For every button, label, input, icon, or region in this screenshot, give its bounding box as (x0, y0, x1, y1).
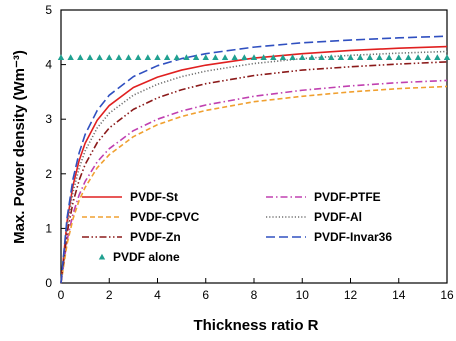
point-pvdf-alone (328, 54, 335, 61)
point-pvdf-alone (57, 54, 65, 61)
x-tick-label: 12 (344, 288, 358, 302)
point-pvdf-alone (299, 54, 306, 61)
x-tick-label: 10 (296, 288, 310, 302)
point-pvdf-alone (241, 54, 248, 61)
point-pvdf-alone (366, 54, 373, 61)
point-pvdf-alone (106, 54, 113, 61)
x-tick-label: 16 (440, 288, 454, 302)
point-pvdf-alone (250, 54, 258, 61)
point-pvdf-alone (376, 54, 383, 61)
x-tick-label: 4 (154, 288, 161, 302)
point-pvdf-alone (395, 54, 402, 61)
legend-label-pvdf-zn: PVDF-Zn (130, 230, 181, 244)
point-pvdf-alone (318, 54, 325, 61)
point-pvdf-alone (443, 54, 451, 61)
point-pvdf-alone (154, 54, 161, 61)
legend-label-pvdf-st: PVDF-St (130, 190, 178, 204)
point-pvdf-alone (77, 54, 84, 61)
point-pvdf-alone (424, 54, 431, 61)
x-tick-label: 2 (106, 288, 113, 302)
point-pvdf-alone (231, 54, 238, 61)
point-pvdf-alone (308, 54, 316, 61)
y-tick-label: 3 (45, 112, 52, 126)
point-pvdf-alone (192, 54, 200, 61)
point-pvdf-alone (260, 54, 267, 61)
y-axis-label: Max. Power density (Wm⁻³) (11, 50, 28, 244)
point-pvdf-alone (144, 54, 152, 61)
legend-item-pvdf-alone: PVDF alone (98, 250, 180, 264)
legend: PVDF-St PVDF-PTFE PVDF-CPVC PVDF-Al PVDF-Zn P… (82, 190, 392, 264)
point-pvdf-alone (86, 54, 94, 61)
legend-item-pvdf-ptfe: PVDF-PTFE (266, 190, 381, 204)
point-pvdf-alone (385, 54, 393, 61)
point-pvdf-alone (221, 54, 229, 61)
legend-item-pvdf-invar36: PVDF-Invar36 (266, 230, 392, 244)
point-pvdf-alone (183, 54, 190, 61)
x-tick-label: 0 (58, 288, 65, 302)
point-pvdf-alone (135, 54, 142, 61)
point-pvdf-alone (163, 54, 171, 61)
point-pvdf-alone (434, 54, 441, 61)
legend-label-pvdf-invar36: PVDF-Invar36 (314, 230, 392, 244)
point-pvdf-alone (173, 54, 180, 61)
x-tick-label: 6 (202, 288, 209, 302)
series-line-pvdf-cpvc (60, 85, 448, 284)
point-pvdf-alone (347, 54, 354, 61)
point-pvdf-alone (279, 54, 287, 61)
point-pvdf-alone (337, 54, 345, 61)
x-tick-label: 14 (392, 288, 406, 302)
series-line-pvdf-st (60, 45, 448, 284)
y-tick-label: 5 (45, 3, 52, 17)
legend-label-pvdf-cpvc: PVDF-CPVC (130, 210, 200, 224)
series-line-pvdf-al (60, 50, 448, 284)
point-pvdf-alone (125, 54, 132, 61)
point-pvdf-alone (405, 54, 412, 61)
point-pvdf-alone (115, 54, 123, 61)
legend-item-pvdf-zn: PVDF-Zn (82, 230, 181, 244)
point-pvdf-alone (96, 54, 103, 61)
y-tick-label: 0 (45, 276, 52, 290)
legend-item-pvdf-cpvc: PVDF-CPVC (82, 210, 200, 224)
point-pvdf-alone (289, 54, 296, 61)
legend-marker-pvdf-alone (98, 253, 106, 260)
y-tick-label: 1 (45, 221, 52, 235)
legend-label-pvdf-al: PVDF-Al (314, 210, 362, 224)
series-line-pvdf-zn (60, 61, 448, 284)
point-pvdf-alone (414, 54, 422, 61)
legend-label-pvdf-ptfe: PVDF-PTFE (314, 190, 381, 204)
y-tick-label: 2 (45, 167, 52, 181)
legend-item-pvdf-al: PVDF-Al (266, 210, 362, 224)
series-layer (57, 35, 451, 284)
series-line-pvdf-ptfe (60, 79, 448, 284)
point-pvdf-alone (67, 54, 74, 61)
y-tick-label: 4 (45, 58, 52, 72)
x-tick-label: 8 (251, 288, 258, 302)
legend-item-pvdf-st: PVDF-St (82, 190, 178, 204)
x-axis-label: Thickness ratio R (193, 317, 318, 334)
point-pvdf-alone (202, 54, 209, 61)
point-pvdf-alone (270, 54, 277, 61)
legend-label-pvdf-alone: PVDF alone (113, 250, 180, 264)
series-pvdf-alone (57, 54, 451, 61)
series-line-pvdf-invar36 (60, 35, 448, 284)
point-pvdf-alone (356, 54, 364, 61)
point-pvdf-alone (212, 54, 219, 61)
